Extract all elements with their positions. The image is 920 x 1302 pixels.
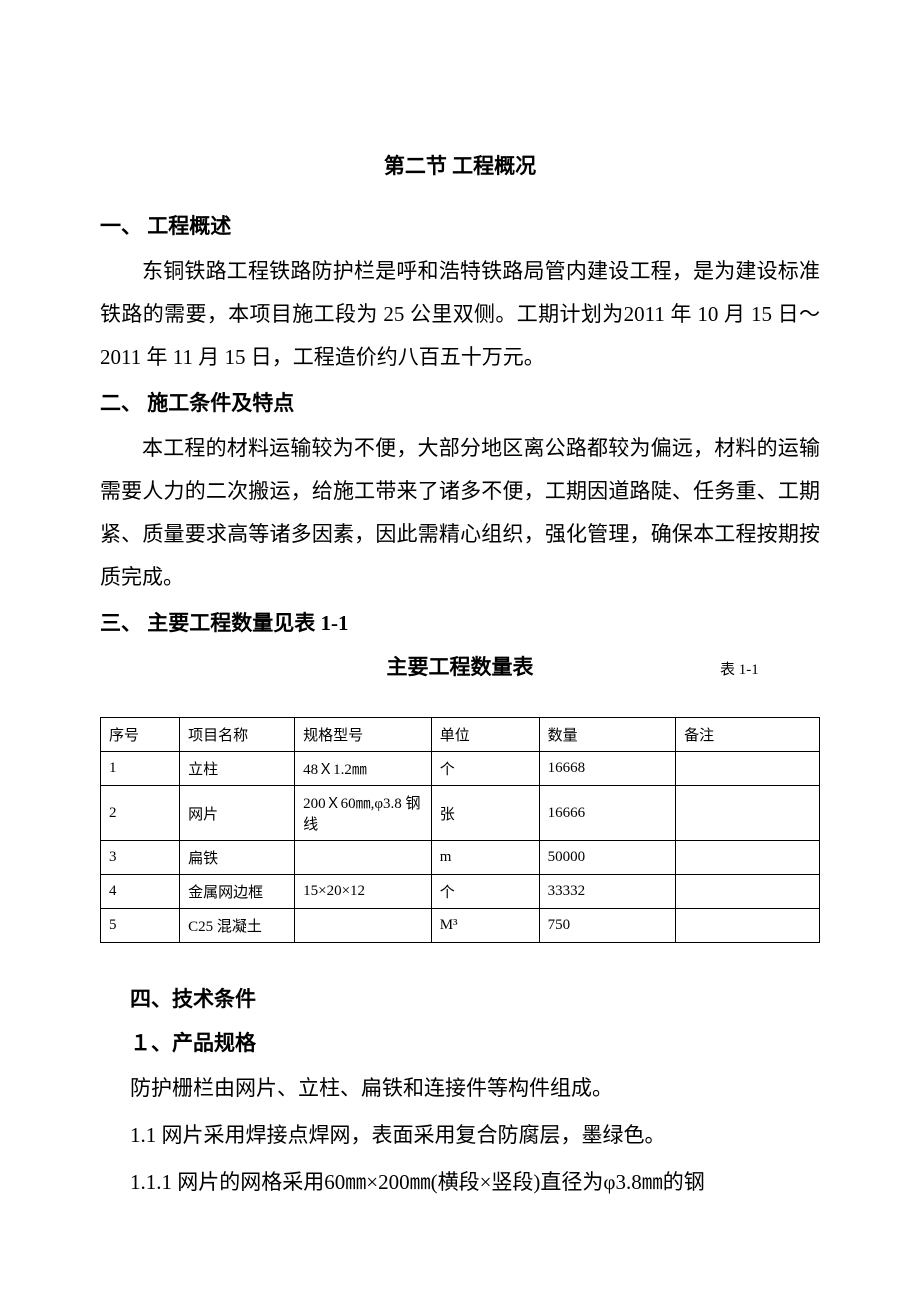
cell-unit: 张 (431, 786, 539, 841)
table-header-row: 序号 项目名称 规格型号 单位 数量 备注 (101, 718, 820, 752)
cell-unit: 个 (431, 875, 539, 909)
cell-qty: 16666 (539, 786, 676, 841)
cell-seq: 5 (101, 909, 180, 943)
cell-seq: 4 (101, 875, 180, 909)
cell-spec: 15×20×12 (295, 875, 432, 909)
heading-1-conditions: 二、 施工条件及特点 (100, 387, 820, 417)
table-row: 2 网片 200Ｘ60㎜,φ3.8 钢线 张 16666 (101, 786, 820, 841)
quantities-table: 序号 项目名称 规格型号 单位 数量 备注 1 立柱 48Ｘ1.2㎜ 个 166… (100, 717, 820, 943)
document-page: 第二节 工程概况 一、 工程概述 东铜铁路工程铁路防护栏是呼和浩特铁路局管内建设… (0, 0, 920, 1302)
col-header-seq: 序号 (101, 718, 180, 752)
table-title-row: 主要工程数量表 表 1-1 (100, 651, 820, 681)
cell-spec: 200Ｘ60㎜,φ3.8 钢线 (295, 786, 432, 841)
cell-note (676, 909, 820, 943)
col-header-unit: 单位 (431, 718, 539, 752)
cell-note (676, 875, 820, 909)
heading-1-overview: 一、 工程概述 (100, 210, 820, 240)
paragraph-overview: 东铜铁路工程铁路防护栏是呼和浩特铁路局管内建设工程，是为建设标准铁路的需要，本项… (100, 250, 820, 379)
table-label: 表 1-1 (720, 658, 820, 679)
cell-name: 金属网边框 (180, 875, 295, 909)
cell-qty: 50000 (539, 841, 676, 875)
col-header-spec: 规格型号 (295, 718, 432, 752)
col-header-qty: 数量 (539, 718, 676, 752)
cell-note (676, 752, 820, 786)
cell-spec (295, 909, 432, 943)
table-title: 主要工程数量表 (200, 651, 720, 681)
heading-2-spec: １、产品规格 (130, 1027, 820, 1057)
cell-name: C25 混凝土 (180, 909, 295, 943)
cell-qty: 33332 (539, 875, 676, 909)
cell-seq: 1 (101, 752, 180, 786)
cell-name: 网片 (180, 786, 295, 841)
heading-1-quantities: 三、 主要工程数量见表 1-1 (100, 607, 820, 637)
heading-1-tech: 四、技术条件 (130, 983, 820, 1013)
cell-unit: M³ (431, 909, 539, 943)
table-row: 5 C25 混凝土 M³ 750 (101, 909, 820, 943)
paragraph-conditions: 本工程的材料运输较为不便，大部分地区离公路都较为偏远，材料的运输需要人力的二次搬… (100, 427, 820, 599)
cell-name: 立柱 (180, 752, 295, 786)
col-header-note: 备注 (676, 718, 820, 752)
cell-note (676, 786, 820, 841)
paragraph-spec-intro: 防护栅栏由网片、立柱、扁铁和连接件等构件组成。 (130, 1067, 820, 1110)
cell-qty: 750 (539, 909, 676, 943)
paragraph-spec-1-1-1: 1.1.1 网片的网格采用60㎜×200㎜(横段×竖段)直径为φ3.8㎜的钢 (130, 1161, 820, 1204)
cell-spec: 48Ｘ1.2㎜ (295, 752, 432, 786)
cell-seq: 2 (101, 786, 180, 841)
table-row: 3 扁铁 m 50000 (101, 841, 820, 875)
section-title: 第二节 工程概况 (100, 150, 820, 180)
cell-unit: 个 (431, 752, 539, 786)
cell-note (676, 841, 820, 875)
cell-name: 扁铁 (180, 841, 295, 875)
paragraph-spec-1-1: 1.1 网片采用焊接点焊网，表面采用复合防腐层，墨绿色。 (130, 1114, 820, 1157)
cell-spec (295, 841, 432, 875)
col-header-name: 项目名称 (180, 718, 295, 752)
table-row: 4 金属网边框 15×20×12 个 33332 (101, 875, 820, 909)
cell-seq: 3 (101, 841, 180, 875)
cell-unit: m (431, 841, 539, 875)
table-row: 1 立柱 48Ｘ1.2㎜ 个 16668 (101, 752, 820, 786)
cell-qty: 16668 (539, 752, 676, 786)
